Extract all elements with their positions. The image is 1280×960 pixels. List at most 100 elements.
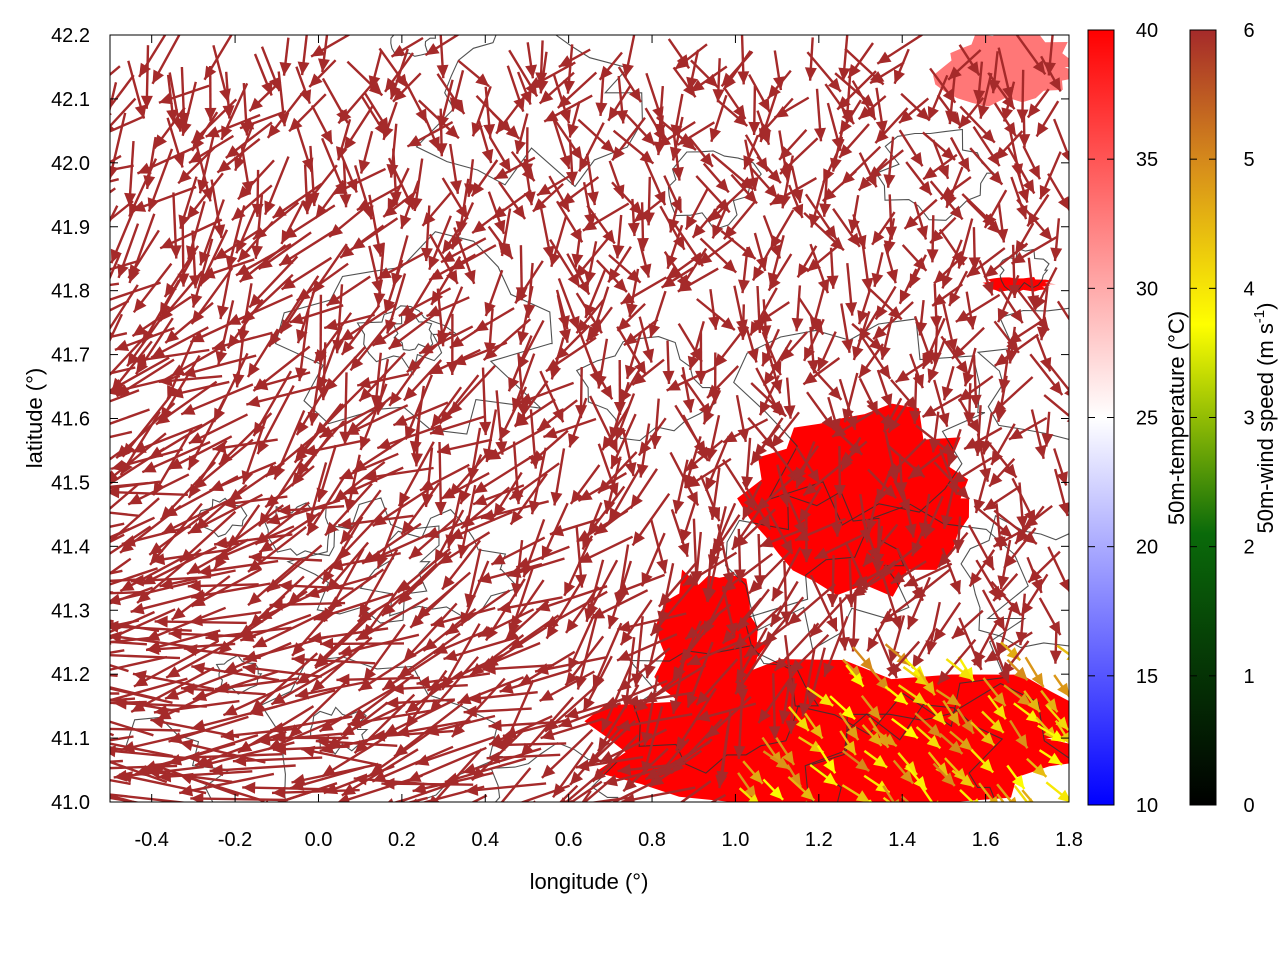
wind-vector xyxy=(868,799,873,802)
wind-vector xyxy=(197,559,279,574)
wind-vector-head xyxy=(92,788,106,800)
wind-vector-head xyxy=(625,364,637,379)
wind-vector-head xyxy=(988,79,1001,94)
wind-vector-head xyxy=(656,134,671,147)
wind-vector-head xyxy=(1034,444,1047,459)
wind-vector-head xyxy=(879,345,891,360)
wind-vector-head xyxy=(969,572,982,587)
wind-vector-head xyxy=(890,571,906,584)
wind-vector-head xyxy=(549,524,565,537)
wind-vector-head xyxy=(578,489,593,501)
wind-vector-head xyxy=(566,171,578,185)
wind-vector-head xyxy=(778,710,791,724)
wind-vector-head xyxy=(863,552,876,567)
wind-vector-head xyxy=(823,662,835,677)
wind-vector-head xyxy=(686,693,698,708)
wind-vector-head xyxy=(750,450,764,465)
wind-vector-head xyxy=(586,602,599,617)
wind-vector-head xyxy=(416,605,431,619)
wind-vector-head xyxy=(54,258,68,269)
wind-vector-head xyxy=(623,332,638,346)
wind-vector-head xyxy=(1036,122,1049,137)
wind-vector-head xyxy=(410,614,424,628)
wind-vector-head xyxy=(632,372,647,385)
wind-vector-head xyxy=(627,854,640,868)
wind-vector-head xyxy=(483,347,498,361)
wind-vector-head xyxy=(828,386,842,400)
wind-vector-head xyxy=(904,396,918,411)
wind-vector-head xyxy=(819,203,831,217)
wind-vector xyxy=(355,597,429,642)
wind-vector-head xyxy=(981,732,995,746)
wind-vector-head xyxy=(653,811,667,823)
wind-vector-head xyxy=(463,705,477,718)
y-tick-label: 42.1 xyxy=(51,89,90,111)
wind-vector-head xyxy=(758,708,771,723)
wind-vector-head xyxy=(642,348,655,363)
wind-vector-head xyxy=(824,225,837,240)
wind-vector-head xyxy=(491,553,506,565)
wind-vector-head xyxy=(611,454,622,469)
wind-vector-head xyxy=(672,666,685,681)
wind-vector-head xyxy=(984,264,999,278)
wind-vector-head xyxy=(760,400,771,416)
wind-vector-head xyxy=(187,522,203,534)
wind-vector xyxy=(180,687,266,696)
wind-vector-head xyxy=(320,129,333,144)
wind-vector-head xyxy=(498,157,511,173)
wind-vector xyxy=(589,796,628,802)
wind-vector-head xyxy=(814,127,826,142)
wind-vector-head xyxy=(1036,326,1049,341)
wind-vector-head xyxy=(197,179,209,194)
wind-vector-head xyxy=(179,739,194,751)
wind-vector-head xyxy=(142,461,157,473)
wind-vector-head xyxy=(395,73,408,88)
wind-vector-head xyxy=(947,711,960,726)
wind-vector-head xyxy=(875,120,888,135)
wind-vector-head xyxy=(218,812,232,824)
wind-vector-head xyxy=(600,139,615,153)
wind-vector-head xyxy=(96,295,107,309)
wind-vector xyxy=(242,786,336,791)
wind-vector-head xyxy=(120,540,134,553)
wind-vector xyxy=(191,705,278,730)
wind-vector-head xyxy=(841,339,854,353)
wind-vector-head xyxy=(685,458,699,472)
wind-vector-head xyxy=(899,289,911,304)
wind-vector-head xyxy=(934,270,948,284)
wind-vector-head xyxy=(1027,103,1041,118)
wind-vector xyxy=(569,723,625,786)
wind-vector-head xyxy=(33,500,47,512)
wind-vector-head xyxy=(525,824,539,837)
wind-vector-head xyxy=(234,156,246,171)
wind-vector-head xyxy=(315,735,330,748)
wind-vector-head xyxy=(594,522,609,535)
wind-vector-head xyxy=(880,610,895,624)
wind-vector-head xyxy=(711,542,724,557)
wind-vector-head xyxy=(790,659,804,673)
wind-vector-head xyxy=(53,559,67,570)
wind-vector-head xyxy=(132,670,147,683)
wind-vector-head xyxy=(516,403,529,417)
wind-vector-head xyxy=(845,302,858,316)
colorbar-tick-label: 2 xyxy=(1243,537,1254,559)
wind-vector-head xyxy=(430,616,445,628)
wind-vector-head xyxy=(186,245,198,260)
wind-vector xyxy=(190,582,271,599)
wind-vector-head xyxy=(888,463,902,477)
y-axis-label: latitude (°) xyxy=(22,368,47,469)
wind-vector-head xyxy=(237,248,251,262)
wind-vector-head xyxy=(865,518,878,533)
wind-vector-head xyxy=(814,547,829,559)
wind-vector-head xyxy=(989,472,1003,487)
wind-vector xyxy=(37,459,110,461)
wind-vector-head xyxy=(1014,666,1028,681)
wind-vector-head xyxy=(153,704,168,717)
wind-vector-head xyxy=(158,92,174,105)
wind-vector-head xyxy=(916,107,930,121)
y-tick-label: 41.4 xyxy=(51,536,90,558)
wind-vector-head xyxy=(617,620,632,633)
wind-vector-head xyxy=(993,535,1008,547)
wind-vector-head xyxy=(451,235,463,250)
wind-vector-head xyxy=(941,514,953,529)
